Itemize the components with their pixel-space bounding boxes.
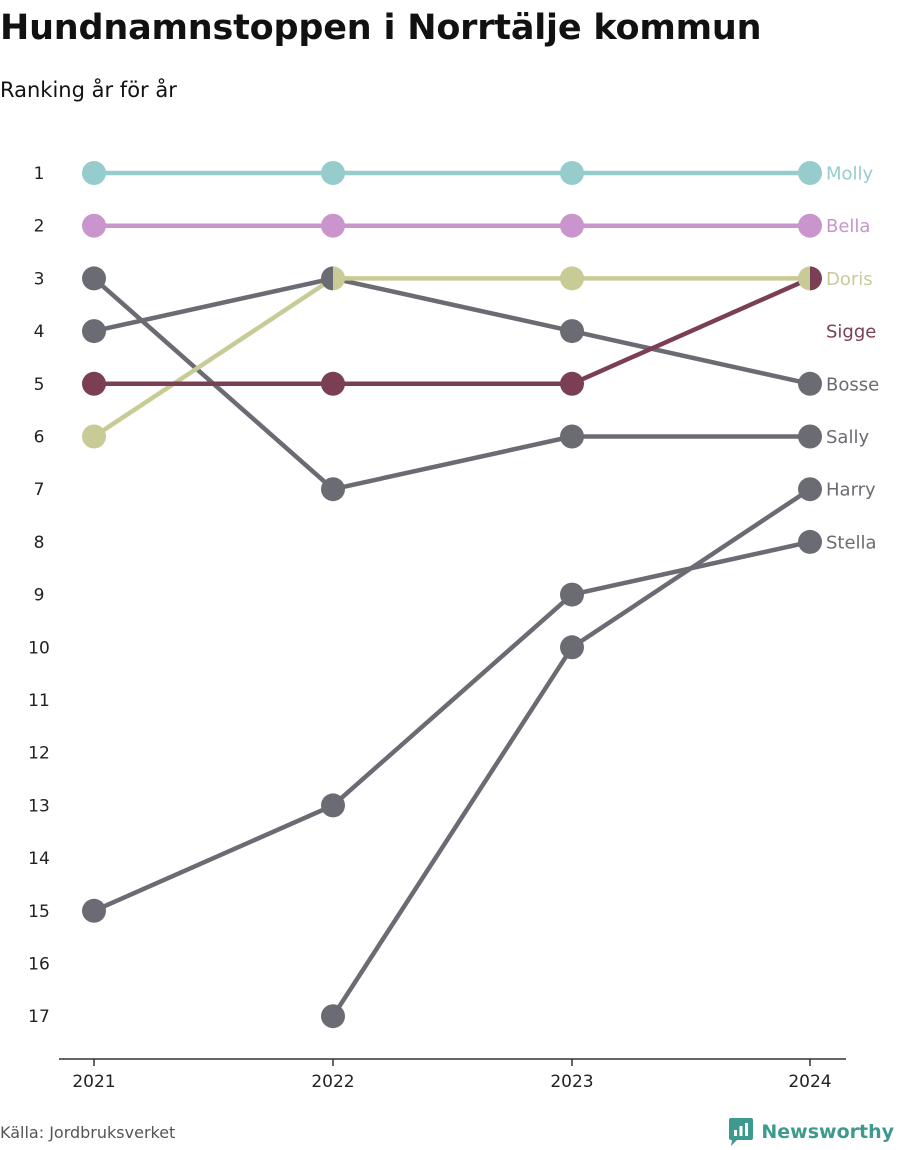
- data-point-sigge: [560, 371, 584, 396]
- data-point-harry: [798, 477, 822, 502]
- y-tick-label: 12: [28, 744, 50, 764]
- data-point-bosse: [82, 319, 106, 344]
- y-tick-label: 17: [28, 1007, 50, 1027]
- data-point-sigge: [82, 371, 106, 396]
- brand-logo[interactable]: Newsworthy: [729, 1118, 894, 1146]
- brand-name: Newsworthy: [761, 1121, 894, 1143]
- y-tick-label: 1: [34, 164, 45, 184]
- data-point-bella: [798, 213, 822, 238]
- series-label-bosse: Bosse: [826, 374, 879, 395]
- newsworthy-logo-icon: [729, 1118, 754, 1146]
- data-point-sally: [82, 266, 106, 291]
- data-point-sally: [798, 424, 822, 449]
- y-tick-label: 11: [28, 691, 50, 711]
- series-line-stella: [91, 539, 813, 914]
- data-point-stella: [82, 898, 106, 923]
- data-point-molly: [82, 161, 106, 185]
- series-label-doris: Doris: [826, 269, 873, 290]
- data-point-stella: [560, 582, 584, 607]
- data-point-stella: [321, 793, 345, 818]
- data-point-doris: [333, 266, 345, 291]
- y-tick-label: 9: [34, 586, 45, 606]
- x-tick-label: 2022: [311, 1072, 354, 1092]
- series-label-harry: Harry: [826, 480, 876, 501]
- series-label-molly: Molly: [826, 164, 874, 185]
- series-points: [82, 161, 822, 1029]
- data-point-doris: [560, 266, 584, 291]
- chart-subtitle: Ranking år för år: [0, 78, 177, 102]
- data-point-molly: [560, 161, 584, 185]
- y-tick-label: 5: [34, 375, 45, 395]
- chart-title: Hundnamnstoppen i Norrtälje kommun: [0, 8, 762, 48]
- series-line-bosse: [91, 276, 813, 387]
- y-tick-label: 8: [34, 533, 45, 553]
- x-tick-label: 2024: [788, 1072, 831, 1092]
- y-tick-label: 10: [28, 638, 50, 658]
- series-line-doris: [91, 276, 813, 439]
- data-point-molly: [321, 161, 345, 185]
- y-tick-label: 13: [28, 796, 50, 816]
- series-label-stella: Stella: [826, 532, 877, 553]
- data-point-doris: [798, 266, 810, 291]
- source-note: Källa: Jordbruksverket: [0, 1123, 176, 1142]
- y-tick-label: 16: [28, 955, 50, 975]
- y-tick-label: 6: [34, 428, 45, 448]
- series-labels: Molly Bella Doris Sigge Bosse Sally Harry Stell…: [826, 164, 879, 554]
- data-point-harry: [321, 1004, 345, 1029]
- data-point-bosse: [321, 266, 333, 291]
- data-point-bosse: [560, 319, 584, 344]
- y-tick-label: 15: [28, 902, 50, 922]
- data-point-sigge: [321, 371, 345, 396]
- series-label-bella: Bella: [826, 216, 870, 237]
- data-point-bella: [321, 213, 345, 238]
- series-label-sigge: Sigge: [826, 322, 876, 343]
- series-line-harry: [330, 486, 813, 1019]
- data-point-sally: [560, 424, 584, 449]
- data-point-bella: [82, 213, 106, 238]
- x-tick-label: 2021: [72, 1072, 115, 1092]
- series-line-sigge: [91, 276, 813, 387]
- x-tick-label: 2023: [550, 1072, 593, 1092]
- data-point-bosse: [798, 371, 822, 396]
- bump-chart: Molly Bella Doris Sigge Bosse Sally Harry Stell…: [28, 161, 879, 1092]
- y-tick-label: 2: [34, 217, 45, 237]
- x-axis: 2021 2022 2023 2024: [59, 1058, 846, 1092]
- data-point-bella: [560, 213, 584, 238]
- data-point-molly: [798, 161, 822, 185]
- y-tick-label: 3: [34, 269, 45, 289]
- data-point-harry: [560, 635, 584, 660]
- data-point-doris: [82, 424, 106, 449]
- series-label-sally: Sally: [826, 427, 869, 448]
- y-tick-label: 4: [34, 322, 45, 342]
- series-lines: [91, 170, 813, 1019]
- y-tick-label: 7: [34, 480, 45, 500]
- data-point-sigge: [810, 266, 822, 291]
- data-point-stella: [798, 529, 822, 554]
- data-point-sally: [321, 477, 345, 502]
- y-tick-label: 14: [28, 849, 50, 869]
